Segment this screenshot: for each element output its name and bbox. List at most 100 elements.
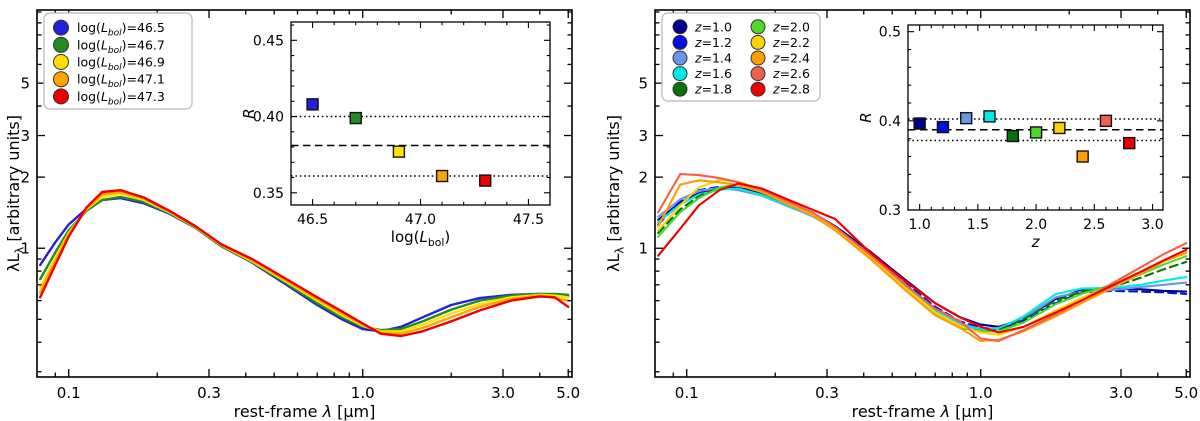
legend-item: log(Lbol)=46.9 [53, 54, 165, 74]
x-tick-label: 0.1 [675, 384, 699, 402]
legend-item: log(Lbol)=46.7 [53, 36, 165, 56]
legend-swatch-icon [750, 34, 766, 50]
inset-point [1123, 136, 1136, 150]
x-tick-label: 3.0 [491, 384, 515, 402]
legend-label: z=2.8 [772, 82, 810, 97]
series-curve-logL_47.3 [39, 189, 570, 338]
legend-label: log(Lbol)=46.5 [77, 20, 165, 39]
inset-point [1076, 150, 1089, 163]
x-tick-label: 0.1 [57, 384, 81, 402]
legend-item: log(Lbol)=46.5 [53, 19, 165, 39]
legend-item: z=2.0 [750, 19, 810, 35]
x-tick-label: 5.0 [1174, 384, 1198, 402]
y-tick-label: 0.3 [879, 203, 901, 219]
inset-point [306, 98, 319, 111]
inset-plot: 46.5 47.0 47.5 0.35 0.40 0.45 log(Lbol) R [240, 21, 551, 249]
y-tick-label: 0.4 [879, 114, 901, 130]
inset-y-label-group: R [240, 108, 258, 118]
x-axis-label: rest-frame λ [μm] [852, 402, 994, 421]
x-tick-label: 46.5 [297, 212, 328, 228]
y-tick-label: 2 [20, 169, 30, 187]
inset-point [479, 174, 492, 187]
plot-frame [36, 9, 573, 378]
legend-swatch-icon [750, 81, 766, 97]
legend-swatch-icon [672, 34, 688, 50]
legend-label: z=2.6 [772, 66, 810, 81]
inset-x-label: log(Lbol) [391, 228, 450, 249]
inset-point [960, 111, 973, 125]
plot-frame [654, 9, 1191, 378]
legend-swatch-icon [53, 54, 69, 70]
legend-item: z=2.6 [750, 66, 810, 82]
y-tick-label: 1 [638, 240, 648, 258]
legend-swatch-icon [750, 50, 766, 66]
y-axis-label: λLλ [arbitrary units] [4, 115, 26, 272]
legend-label: z=1.2 [694, 35, 732, 50]
inset-y-label-group: R [857, 112, 875, 122]
inset-point [1029, 126, 1043, 139]
inset-point [392, 145, 406, 158]
legend-swatch-icon [672, 50, 688, 66]
y-axis-label: λLλ [arbitrary units] [604, 115, 626, 272]
inset-x-label: z [1031, 233, 1041, 251]
legend-label: log(Lbol)=46.9 [77, 55, 165, 74]
inset-point [1006, 129, 1019, 143]
legend-box: log(Lbol)=46.5log(Lbol)=46.7log(Lbol)=46… [43, 12, 193, 110]
legend-label: log(Lbol)=46.7 [77, 37, 165, 56]
axis-ticks: 0.1 0.3 1.0 3.0 5.0 1 2 3 5 [638, 10, 1198, 402]
x-tick-label: 0.3 [815, 384, 839, 402]
axis-ticks: 0.1 0.3 1.0 3.0 5.0 1 2 3 5 [20, 10, 580, 402]
x-tick-label: 2.0 [1025, 217, 1047, 233]
y-tick-label: 3 [638, 127, 648, 145]
legend-label: z=2.0 [772, 19, 810, 34]
legend-item: z=1.6 [672, 66, 732, 82]
y-axis-label-group: λLλ [arbitrary units] [604, 115, 626, 272]
legend-swatch-icon [53, 71, 69, 88]
legend-label: z=1.4 [694, 51, 732, 66]
x-tick-label: 2.5 [1083, 217, 1105, 233]
inset-point [936, 120, 950, 134]
legend-item: z=2.4 [750, 50, 810, 66]
legend-box: z=1.0z=1.2z=1.4z=1.6z=1.8 z=2.0z=2.2z=2.4… [661, 12, 821, 102]
legend-swatch-icon [53, 19, 69, 36]
sed-curves [39, 189, 570, 338]
y-tick-label: 0.45 [253, 33, 284, 49]
legend-label: z=1.8 [694, 82, 732, 97]
y-tick-label: 3 [20, 127, 30, 145]
x-tick-label: 1.5 [967, 217, 989, 233]
legend-swatch-icon [53, 88, 69, 105]
x-tick-label: 3.0 [1109, 384, 1133, 402]
y-tick-label: 5 [20, 75, 30, 93]
inset-frame [907, 24, 1164, 211]
legend-label: z=1.0 [694, 19, 732, 34]
y-tick-label: 0.40 [253, 110, 284, 126]
legend-label: z=2.2 [772, 35, 810, 50]
legend-item: log(Lbol)=47.3 [53, 88, 165, 107]
inset-point [435, 169, 449, 183]
x-tick-label: 1.0 [351, 384, 375, 402]
y-tick-label: 0.5 [879, 25, 901, 41]
legend-item: z=1.8 [672, 81, 732, 97]
legend-label: log(Lbol)=47.1 [77, 72, 165, 91]
legend-item: z=2.2 [750, 34, 810, 50]
series-curve-logL_47.1 [39, 190, 570, 335]
inset-point [913, 117, 926, 130]
inset-point [349, 111, 362, 125]
legend-item: z=1.4 [672, 50, 732, 66]
legend-swatch-icon [672, 81, 688, 97]
y-axis-label-group: λLλ [arbitrary units] [4, 115, 26, 272]
legend-label: z=2.4 [772, 51, 810, 66]
legend-label: z=1.6 [694, 66, 732, 81]
series-curve-z_2.8 [657, 182, 1188, 334]
legend-swatch-icon [672, 19, 688, 35]
inset-point [983, 110, 996, 123]
sed-curves [657, 173, 1188, 343]
x-tick-label: 47.0 [405, 212, 436, 228]
series-curve-logL_46.7 [39, 195, 570, 332]
y-tick-label: 0.35 [253, 186, 284, 202]
x-tick-label: 3.0 [1141, 217, 1163, 233]
legend-item: log(Lbol)=47.1 [53, 71, 165, 91]
y-tick-label: 1 [20, 240, 30, 258]
y-tick-label: 2 [638, 169, 648, 187]
